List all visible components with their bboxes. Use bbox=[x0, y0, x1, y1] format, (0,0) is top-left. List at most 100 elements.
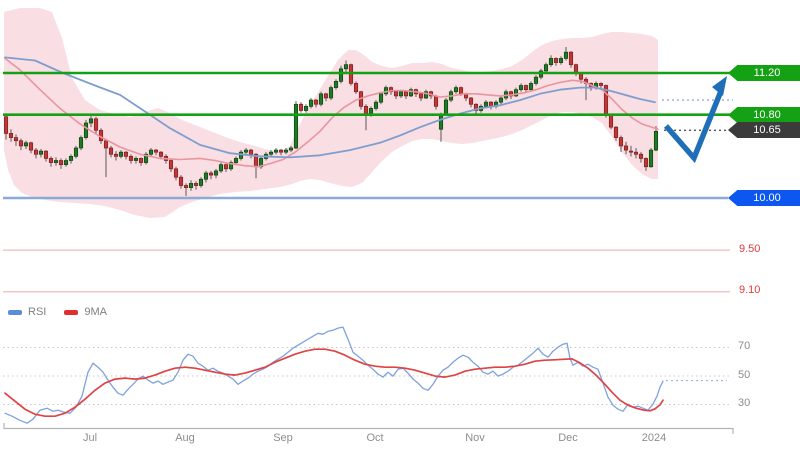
candle bbox=[188, 180, 194, 191]
candle bbox=[78, 135, 84, 151]
candle bbox=[318, 91, 324, 107]
candle bbox=[13, 134, 19, 146]
candle bbox=[153, 149, 159, 156]
x-axis-label-oct: Oct bbox=[366, 432, 384, 444]
candle bbox=[628, 145, 634, 157]
candle bbox=[108, 145, 114, 158]
candle bbox=[88, 115, 94, 128]
candle bbox=[643, 157, 649, 171]
candle bbox=[208, 170, 214, 180]
candle bbox=[138, 157, 144, 166]
x-axis-label-aug: Aug bbox=[175, 432, 195, 444]
candle bbox=[618, 135, 624, 153]
candle bbox=[248, 149, 254, 159]
last-price-badge-10-65: 10.65 bbox=[728, 122, 800, 138]
legend-item-9ma[interactable]: 9MA bbox=[64, 306, 107, 318]
legend-label-9ma: 9MA bbox=[84, 306, 107, 318]
candle bbox=[223, 163, 229, 172]
candle bbox=[18, 138, 24, 151]
candle bbox=[333, 79, 339, 90]
candle bbox=[48, 156, 54, 167]
price-badge-label: 10.80 bbox=[753, 109, 781, 121]
candle bbox=[653, 126, 659, 152]
candle bbox=[183, 183, 189, 196]
candle bbox=[178, 175, 184, 189]
candle bbox=[343, 60, 349, 72]
candle bbox=[548, 55, 554, 67]
x-axis-label-jul: Jul bbox=[82, 432, 98, 444]
candle bbox=[553, 57, 559, 66]
candle bbox=[198, 177, 204, 188]
ma-fast-line bbox=[4, 57, 659, 168]
candle bbox=[143, 152, 149, 165]
minor-level-lines bbox=[3, 249, 730, 293]
candle bbox=[113, 151, 119, 161]
candle bbox=[43, 150, 49, 162]
rsi-legend: RSI 9MA bbox=[8, 306, 107, 318]
candle bbox=[648, 148, 654, 168]
legend-item-rsi[interactable]: RSI bbox=[8, 306, 46, 318]
rsi-tick-70: 70 bbox=[738, 340, 751, 352]
candle bbox=[73, 145, 79, 159]
candle bbox=[353, 81, 359, 94]
rsi-tick-50: 50 bbox=[738, 369, 751, 381]
candle bbox=[193, 181, 199, 190]
candle bbox=[543, 62, 549, 73]
candle bbox=[83, 119, 89, 140]
candle bbox=[33, 148, 39, 159]
candle bbox=[453, 85, 459, 94]
candle bbox=[173, 166, 179, 181]
candle bbox=[393, 90, 399, 100]
rsi-series-swatch-icon bbox=[8, 309, 22, 315]
candle bbox=[273, 148, 279, 155]
candle bbox=[338, 65, 344, 84]
candle bbox=[373, 100, 379, 111]
candle bbox=[638, 152, 644, 163]
candle bbox=[278, 149, 284, 156]
candle bbox=[308, 98, 314, 109]
candle bbox=[518, 83, 524, 92]
candle bbox=[133, 156, 139, 164]
candle bbox=[403, 90, 409, 100]
candle bbox=[348, 63, 354, 86]
candle bbox=[563, 46, 569, 61]
candle bbox=[523, 84, 529, 93]
price-level-label-9-10: 9.10 bbox=[739, 284, 761, 296]
x-axis-label-2024: 2024 bbox=[641, 432, 667, 444]
price-badge-label: 10.65 bbox=[753, 124, 781, 136]
candle bbox=[408, 87, 414, 97]
candle bbox=[168, 158, 174, 172]
price-level-label-9-50: 9.50 bbox=[739, 243, 761, 255]
9ma-series-swatch-icon bbox=[64, 309, 79, 315]
candle bbox=[243, 148, 249, 155]
price-badge-label: 11.20 bbox=[753, 67, 781, 79]
candle bbox=[93, 116, 99, 134]
trend-arrow-annotation bbox=[663, 76, 727, 164]
x-axis-label-nov: Nov bbox=[465, 432, 485, 444]
candle bbox=[218, 162, 224, 174]
candle bbox=[313, 99, 319, 108]
candle bbox=[8, 129, 14, 142]
candle bbox=[423, 89, 429, 100]
candle bbox=[283, 148, 289, 155]
bollinger-band bbox=[4, 8, 658, 218]
candle bbox=[298, 102, 304, 113]
price-badge-label: 10.00 bbox=[753, 192, 781, 204]
x-axis-line bbox=[3, 423, 734, 434]
price-badge-11-20: 11.20 bbox=[728, 65, 800, 81]
candle bbox=[598, 82, 604, 89]
candle bbox=[118, 150, 124, 159]
candle bbox=[568, 51, 574, 68]
rsi-tick-30: 30 bbox=[738, 397, 751, 409]
candle bbox=[123, 151, 129, 160]
candle bbox=[58, 158, 64, 169]
candle bbox=[443, 98, 449, 116]
rsi-gridlines bbox=[3, 347, 732, 405]
candle bbox=[103, 139, 109, 178]
candle bbox=[53, 157, 59, 166]
ma-slow-line bbox=[4, 56, 656, 159]
candle bbox=[328, 85, 334, 101]
candle bbox=[148, 148, 154, 157]
price-badge-10-00: 10.00 bbox=[728, 190, 800, 206]
